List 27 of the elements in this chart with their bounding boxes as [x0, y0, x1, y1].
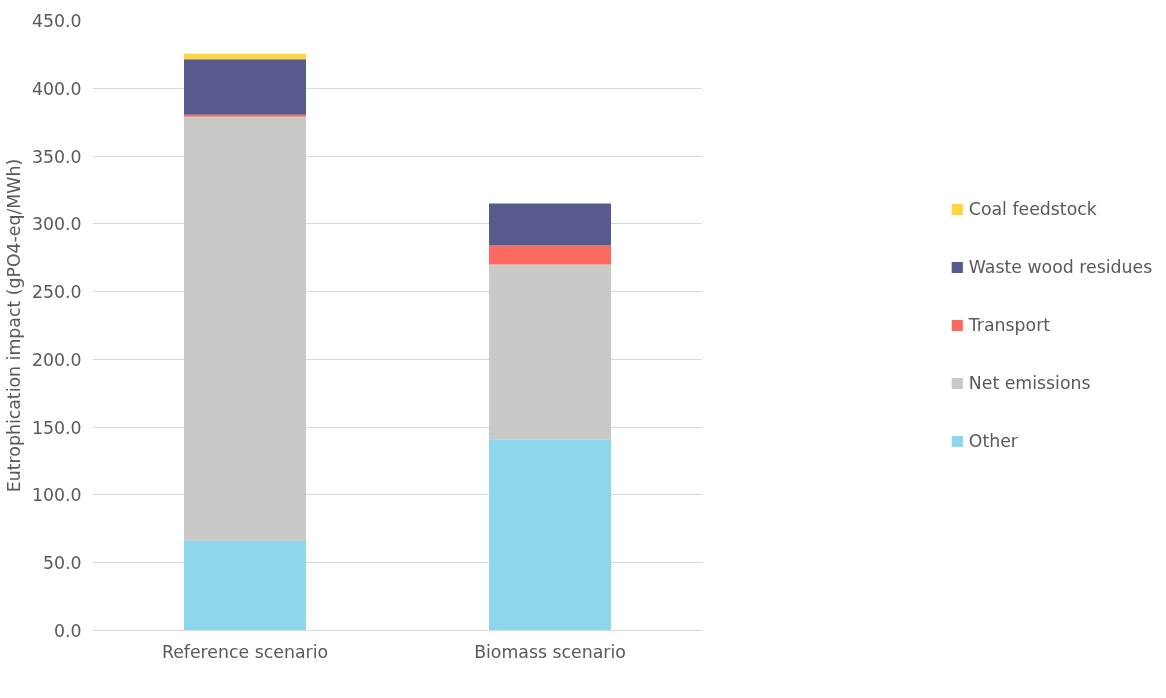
bar	[489, 439, 611, 631]
legend-label: Net emissions	[968, 373, 1091, 393]
bar	[184, 53, 306, 60]
y-tick-label: 150.0	[31, 417, 82, 438]
legend-label: Coal feedstock	[968, 199, 1097, 219]
y-tick-label: 300.0	[31, 214, 82, 235]
legend-label: Other	[968, 431, 1018, 451]
y-tick-label: 200.0	[31, 349, 82, 370]
y-tick-label: 50.0	[42, 553, 82, 574]
y-tick-label: 250.0	[31, 282, 82, 303]
bar	[184, 59, 306, 115]
y-tick-label: 400.0	[31, 78, 82, 99]
bar	[489, 203, 611, 246]
y-tick-label: 350.0	[31, 146, 82, 167]
x-tick-label: Biomass scenario	[474, 641, 626, 662]
y-tick-label: 100.0	[31, 485, 82, 506]
bar	[184, 116, 306, 542]
bar	[489, 264, 611, 440]
bar	[489, 245, 611, 265]
y-tick-label: 450.0	[31, 11, 82, 31]
bar	[184, 541, 306, 631]
legend-label: Waste wood residues	[968, 257, 1153, 277]
y-axis-title: Eutrophication impact (gPO4-eq/MWh)	[3, 158, 24, 493]
y-tick-label: 0.0	[53, 621, 82, 641]
bar	[184, 114, 306, 117]
legend-label: Transport	[968, 315, 1051, 335]
x-tick-label: Reference scenario	[161, 641, 329, 662]
